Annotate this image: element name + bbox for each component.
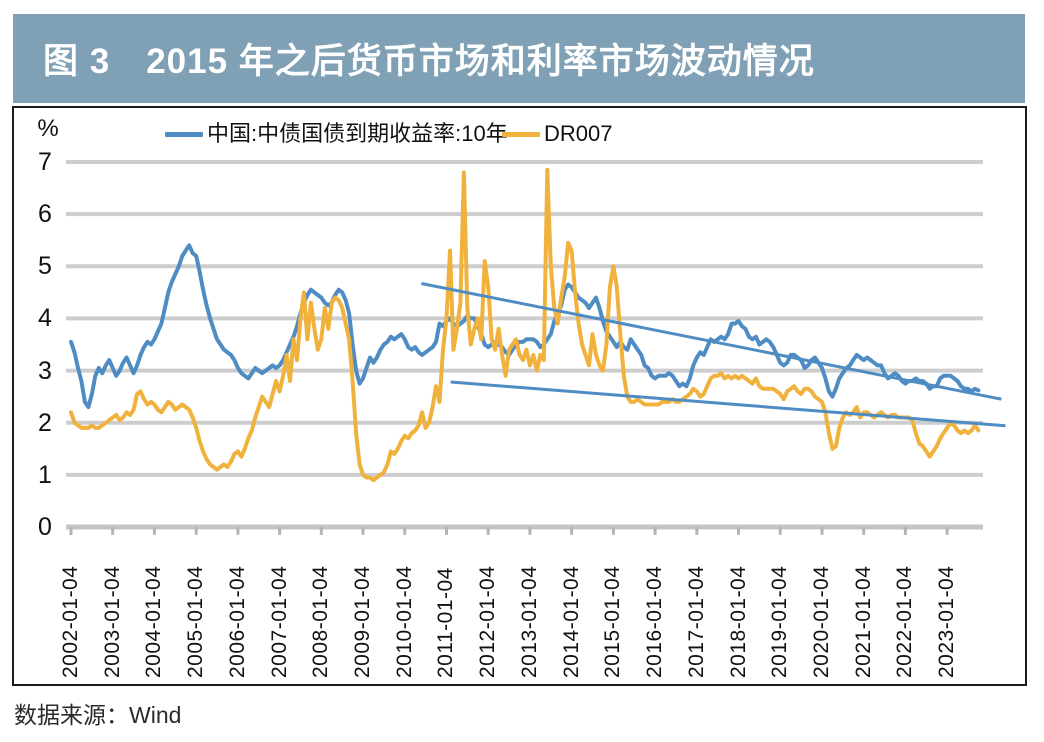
x-tick-label: 2022-01-04 xyxy=(893,565,916,678)
x-tick-label: 2016-01-04 xyxy=(643,565,666,678)
x-tick-label: 2013-01-04 xyxy=(518,565,541,678)
chart-area: % 7 6 5 4 3 2 1 0 2002-01-04 2003-01-04 2004-01-0… xyxy=(12,106,1027,686)
x-tick-label: 2007-01-04 xyxy=(268,565,291,678)
y-tick-label: 7 xyxy=(38,148,52,176)
plot-canvas xyxy=(66,160,1006,535)
x-tick-label: 2018-01-04 xyxy=(727,565,750,678)
x-tick-label: 2009-01-04 xyxy=(351,565,374,678)
y-tick-label: 4 xyxy=(38,304,52,332)
x-tick-label: 2017-01-04 xyxy=(685,565,708,678)
x-tick-label: 2003-01-04 xyxy=(101,565,124,678)
chart-legend: 中国:中债国债到期收益率:10年 DR007 xyxy=(14,120,1025,150)
figure-title-bar: 图 3 2015 年之后货币市场和利率市场波动情况 xyxy=(13,14,1025,103)
x-tick-label: 2011-01-04 xyxy=(434,567,457,678)
figure-title: 图 3 2015 年之后货币市场和利率市场波动情况 xyxy=(43,42,815,81)
legend-label-dr007: DR007 xyxy=(544,121,613,146)
x-tick-label: 2014-01-04 xyxy=(560,565,583,678)
y-tick-label: 5 xyxy=(38,252,52,280)
legend-label-cgb10y: 中国:中债国债到期收益率:10年 xyxy=(207,121,508,146)
legend-swatch-dr007-line xyxy=(502,132,540,137)
x-tick-label: 2010-01-04 xyxy=(393,565,416,678)
x-tick-label: 2021-01-04 xyxy=(852,565,875,678)
x-tick-label: 2015-01-04 xyxy=(601,565,624,678)
y-tick-label: 0 xyxy=(38,513,52,541)
x-tick-label: 2012-01-04 xyxy=(476,565,499,678)
x-tick-label: 2023-01-04 xyxy=(935,565,958,678)
x-tick-label: 2019-01-04 xyxy=(768,565,791,678)
x-tick-label: 2005-01-04 xyxy=(184,565,207,678)
x-tick-label: 2006-01-04 xyxy=(226,565,249,678)
x-tick-label: 2004-01-04 xyxy=(142,565,165,678)
y-tick-label: 6 xyxy=(38,200,52,228)
y-tick-label: 2 xyxy=(38,409,52,437)
data-source: 数据来源：Wind xyxy=(14,702,182,728)
legend-swatch-cgb10y-line xyxy=(165,132,203,137)
x-tick-label: 2008-01-04 xyxy=(309,565,332,678)
y-tick-label: 1 xyxy=(38,461,52,489)
x-tick-label: 2002-01-04 xyxy=(59,565,82,678)
y-axis-unit-label: % xyxy=(37,115,59,142)
x-tick-label: 2020-01-04 xyxy=(810,565,833,678)
y-tick-label: 3 xyxy=(38,357,52,385)
